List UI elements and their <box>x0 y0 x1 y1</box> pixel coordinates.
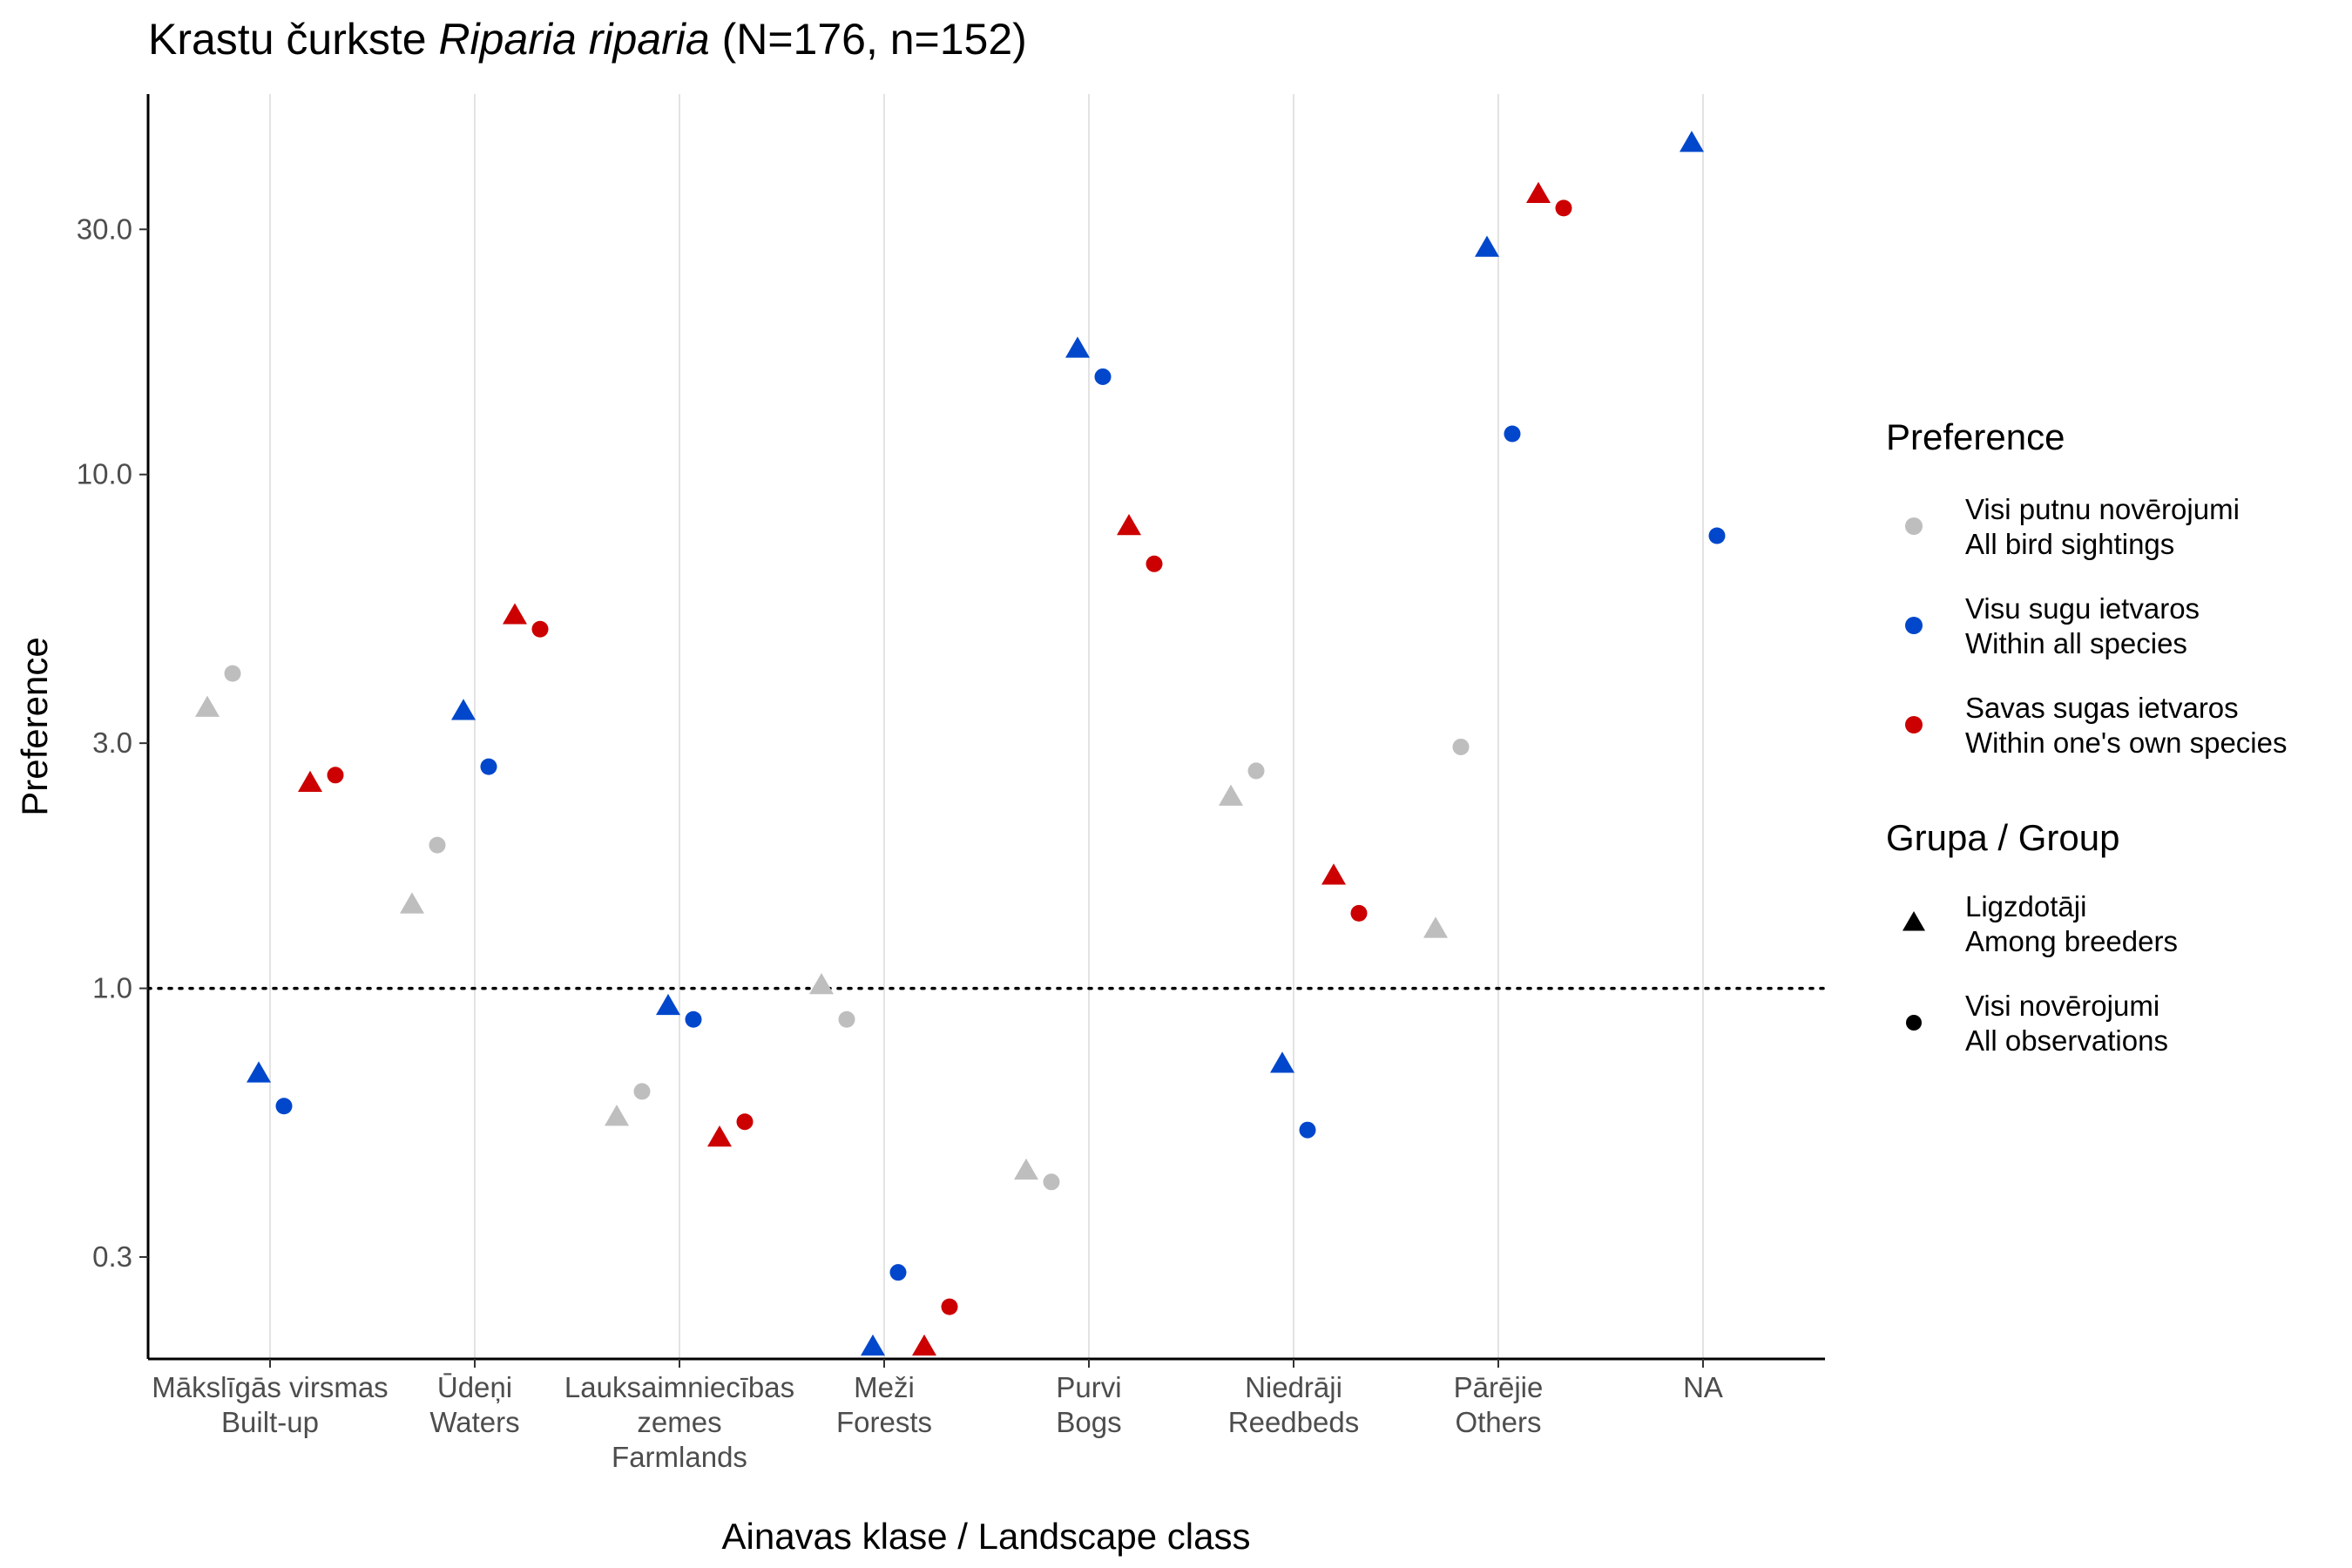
chart-title-prefix: Krastu čurkste <box>148 15 438 64</box>
x-axis-title: Ainavas klase / Landscape class <box>721 1516 1250 1557</box>
x-tick-label-forests: Forests <box>836 1406 932 1438</box>
point-all_birds-breeders-reed <box>1219 784 1243 806</box>
point-all_birds-all_obs-bogs <box>1043 1173 1060 1191</box>
chart-title: Krastu čurkste Riparia riparia (N=176, n… <box>148 15 1027 64</box>
legend-key-all_birds <box>1905 517 1923 535</box>
point-own_species-breeders-reed <box>1321 863 1346 885</box>
x-tick-label-forests: Meži <box>854 1371 915 1403</box>
point-all_species-breeders-farm <box>656 993 680 1016</box>
legend-label-all_obs: Visi novērojumi <box>1965 990 2159 1022</box>
legend-label-breeders: Among breeders <box>1965 925 2178 957</box>
x-tick-label-reed: Niedrāji <box>1245 1371 1342 1403</box>
point-all_species-all_obs-farm <box>685 1010 702 1028</box>
legend-key-all_obs <box>1906 1015 1922 1031</box>
x-tick-label-na: NA <box>1683 1371 1723 1403</box>
legend-key-own_species <box>1905 716 1923 733</box>
x-tick-label-farm: Farmlands <box>612 1441 747 1473</box>
point-own_species-all_obs-farm <box>736 1113 754 1131</box>
point-all_birds-all_obs-farm <box>633 1083 651 1100</box>
x-tick-label-reed: Reedbeds <box>1228 1406 1359 1438</box>
point-all_species-all_obs-built <box>275 1098 293 1115</box>
legend-label-breeders: Ligzdotāji <box>1965 890 2086 923</box>
point-own_species-breeders-built <box>298 770 322 793</box>
point-all_species-breeders-forests <box>861 1334 885 1356</box>
legend-label-all_obs: All observations <box>1965 1024 2168 1057</box>
x-tick-label-farm: Lauksaimniecības <box>564 1371 794 1403</box>
point-all_species-breeders-reed <box>1270 1051 1294 1073</box>
data-points <box>195 131 1726 1356</box>
legend-label-all_species: Within all species <box>1965 627 2187 659</box>
point-own_species-breeders-bogs <box>1117 514 1141 536</box>
point-all_birds-all_obs-others <box>1452 738 1470 755</box>
chart-title-species: Riparia riparia <box>438 15 709 64</box>
point-all_birds-breeders-waters <box>400 892 424 914</box>
x-tick-label-others: Pārējie <box>1454 1371 1544 1403</box>
point-own_species-all_obs-reed <box>1350 904 1368 922</box>
chart-title-suffix: (N=176, n=152) <box>710 15 1027 64</box>
x-tick-label-waters: Ūdeņi <box>437 1371 512 1403</box>
grid-lines <box>269 94 1704 1359</box>
x-tick-label-waters: Waters <box>429 1406 519 1438</box>
point-all_species-all_obs-na <box>1708 527 1726 544</box>
point-all_species-breeders-bogs <box>1065 336 1090 358</box>
x-tick-label-farm: zemes <box>637 1406 721 1438</box>
point-all_species-all_obs-others <box>1504 425 1521 443</box>
x-tick-label-bogs: Bogs <box>1056 1406 1121 1438</box>
y-tick-label: 10.0 <box>77 458 132 490</box>
point-all_species-breeders-waters <box>451 699 476 720</box>
point-own_species-breeders-farm <box>707 1125 732 1147</box>
point-all_species-all_obs-forests <box>889 1264 907 1281</box>
point-all_birds-all_obs-waters <box>429 836 446 854</box>
point-own_species-all_obs-others <box>1555 199 1572 217</box>
legend-label-own_species: Within one's own species <box>1965 727 2287 759</box>
point-all_birds-breeders-forests <box>809 972 834 995</box>
y-tick-label: 30.0 <box>77 213 132 245</box>
x-tick-label-bogs: Purvi <box>1056 1371 1121 1403</box>
point-own_species-all_obs-bogs <box>1146 555 1163 572</box>
y-tick-label: 1.0 <box>92 972 132 1004</box>
point-all_birds-all_obs-reed <box>1247 762 1265 780</box>
legend-label-all_birds: All bird sightings <box>1965 528 2174 560</box>
x-tick-label-built: Built-up <box>221 1406 319 1438</box>
point-all_species-all_obs-waters <box>480 758 497 775</box>
point-all_birds-all_obs-forests <box>838 1010 855 1028</box>
legend-label-all_species: Visu sugu ietvaros <box>1965 592 2200 625</box>
legend-group-title: Grupa / Group <box>1886 817 2119 858</box>
point-own_species-breeders-others <box>1526 181 1551 204</box>
point-own_species-all_obs-built <box>327 767 344 784</box>
point-all_birds-breeders-farm <box>605 1105 629 1126</box>
point-all_species-breeders-others <box>1475 235 1499 257</box>
legend-key-breeders <box>1903 911 1925 931</box>
legend-label-all_birds: Visi putnu novērojumi <box>1965 493 2240 525</box>
point-all_birds-breeders-others <box>1423 916 1448 938</box>
x-tick-label-built: Mākslīgās virsmas <box>152 1371 388 1403</box>
point-all_species-all_obs-reed <box>1299 1121 1316 1139</box>
point-all_species-breeders-built <box>247 1061 271 1083</box>
point-all_birds-breeders-bogs <box>1014 1158 1038 1180</box>
legend-label-own_species: Savas sugas ietvaros <box>1965 692 2239 724</box>
legend-key-all_species <box>1905 617 1923 634</box>
point-own_species-breeders-waters <box>503 603 527 625</box>
point-own_species-breeders-forests <box>912 1334 936 1356</box>
point-own_species-all_obs-waters <box>531 620 549 638</box>
point-all_birds-all_obs-built <box>224 665 241 682</box>
x-tick-label-others: Others <box>1455 1406 1541 1438</box>
y-tick-label: 0.3 <box>92 1240 132 1273</box>
y-axis-ticks: 0.3 1.0 3.0 10.0 30.0 <box>77 213 148 1273</box>
point-own_species-all_obs-forests <box>941 1298 958 1315</box>
legend-preference-title: Preference <box>1886 416 2065 457</box>
y-tick-label: 3.0 <box>92 727 132 759</box>
point-all_species-all_obs-bogs <box>1094 368 1112 385</box>
y-axis-title: Preference <box>14 637 55 815</box>
point-all_species-breeders-na <box>1680 131 1704 152</box>
point-all_birds-breeders-built <box>195 695 220 717</box>
